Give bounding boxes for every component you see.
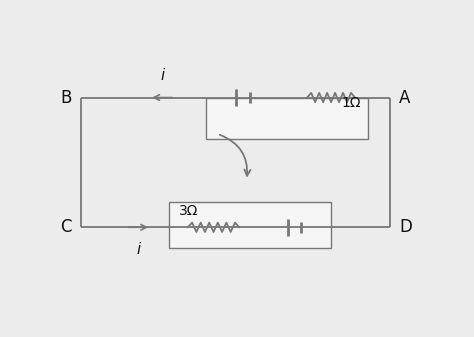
Text: i: i [136,242,140,256]
Text: A: A [399,89,410,106]
Text: 3Ω: 3Ω [179,204,198,218]
FancyArrowPatch shape [220,135,250,176]
Text: C: C [61,218,72,236]
Text: D: D [399,218,412,236]
Text: B: B [61,89,72,106]
Text: 1Ω: 1Ω [341,96,360,110]
Bar [206,97,368,139]
Text: i: i [160,68,164,83]
Bar [169,202,331,248]
